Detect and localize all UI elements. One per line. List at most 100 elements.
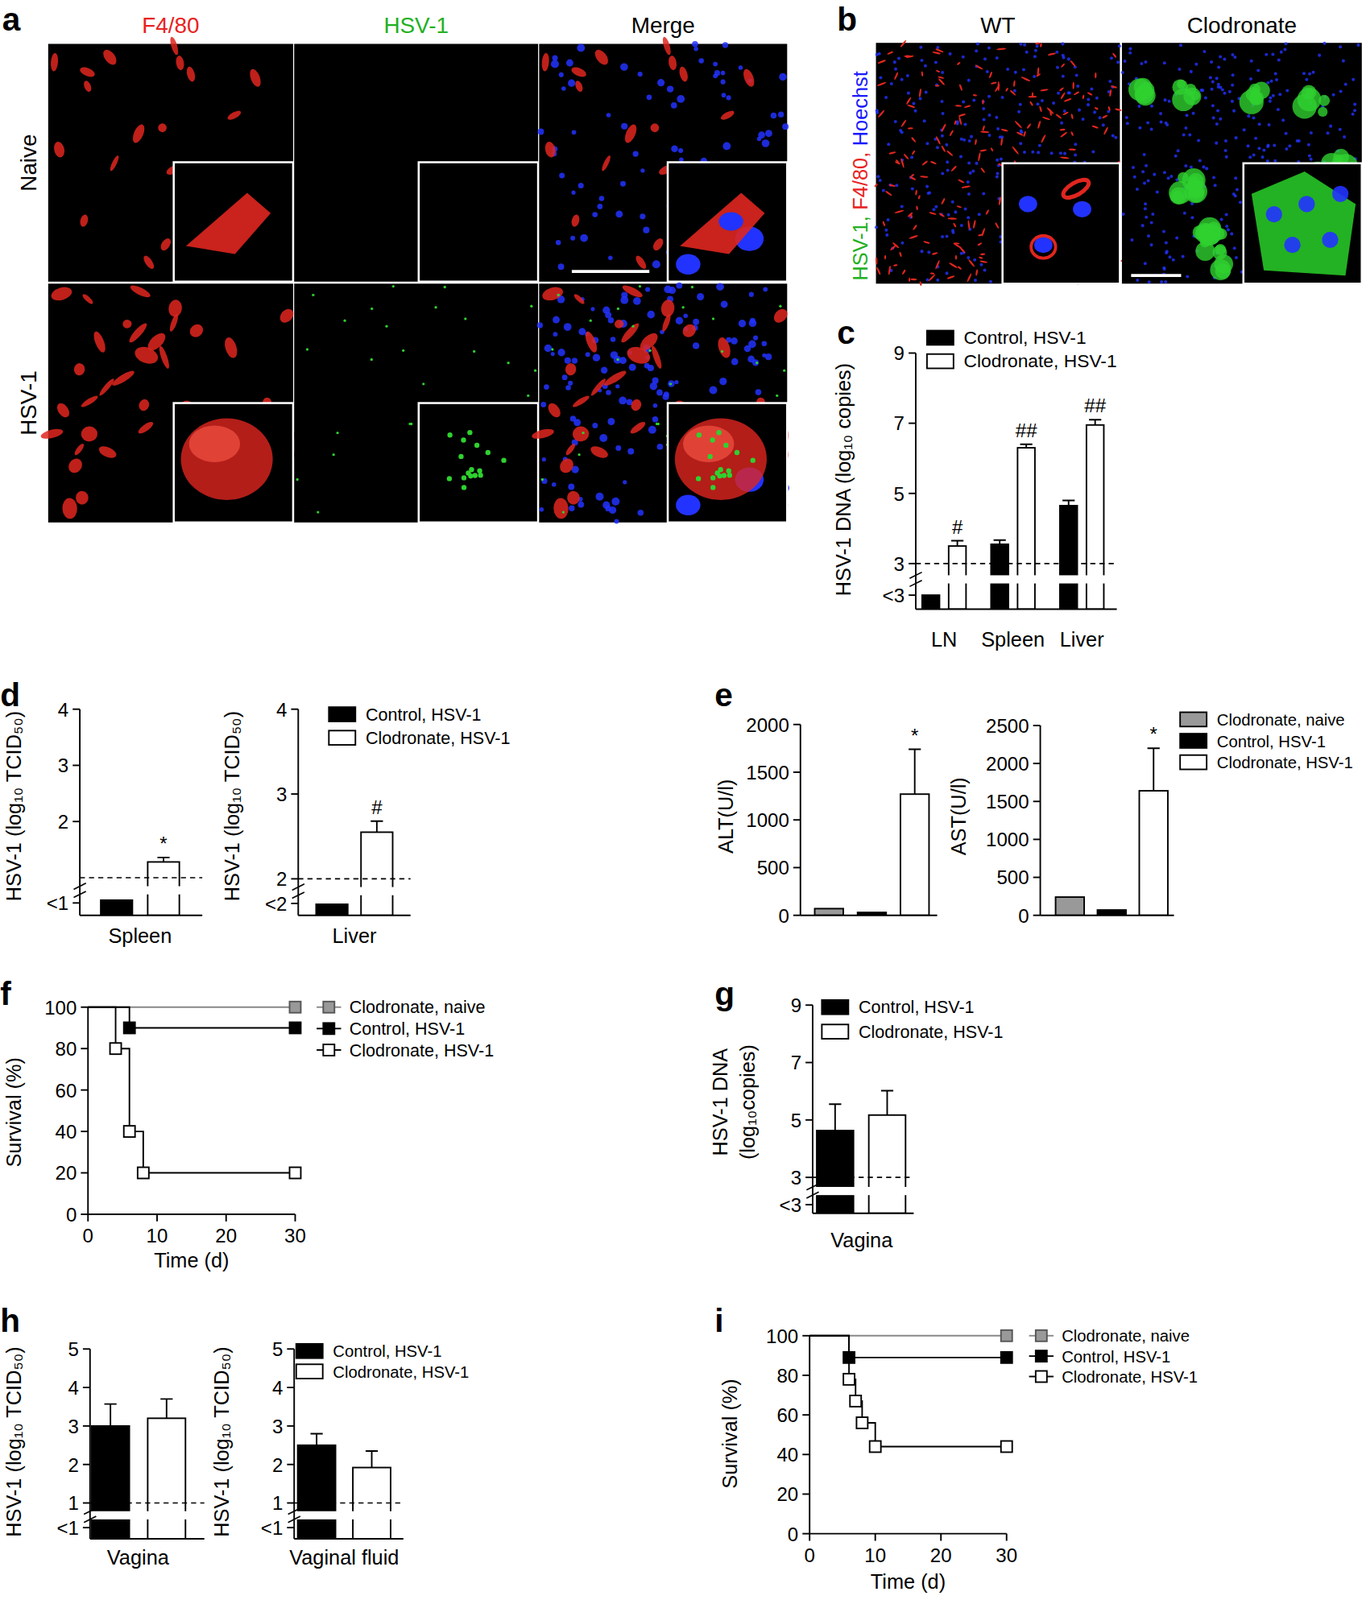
nucleus [1351, 112, 1355, 116]
nucleus [1230, 83, 1234, 87]
nucleus [1321, 231, 1338, 249]
macrophage [1059, 131, 1069, 138]
macrophage [158, 236, 173, 253]
tick-label: 3 [276, 783, 287, 806]
error-bar [376, 821, 378, 833]
macrophage [591, 47, 611, 68]
inset [1002, 163, 1121, 285]
axis-title: AST(U/l) [947, 777, 970, 856]
nucleus [1095, 96, 1099, 100]
y-tick [80, 1130, 88, 1133]
y-tick [793, 771, 801, 774]
nucleus [1204, 95, 1208, 100]
macrophage [540, 285, 565, 303]
category-label: Liver [332, 924, 377, 948]
y-tick [908, 492, 916, 495]
nucleus [1307, 143, 1311, 147]
tick-label: 3 [57, 754, 69, 777]
macrophage [955, 255, 957, 261]
category-label: Vagina [107, 1546, 170, 1569]
column-title: WT [980, 12, 1015, 38]
macrophage [620, 283, 645, 300]
tick-label: 80 [55, 1038, 78, 1060]
virus-signal [472, 350, 476, 353]
nucleus [1183, 126, 1188, 130]
nucleus [1092, 110, 1097, 114]
macrophage [1037, 120, 1042, 129]
y-tick [72, 708, 80, 711]
nucleus [1235, 187, 1239, 191]
nucleus [1000, 95, 1004, 100]
tick-label: 4 [57, 699, 69, 721]
category-label: Vagina [830, 1229, 894, 1252]
column-title: F4/80 [141, 12, 199, 38]
macrophage [894, 159, 900, 165]
nucleus [906, 74, 910, 78]
virus-signal [1195, 241, 1215, 261]
nucleus [567, 484, 575, 491]
virus-signal [477, 472, 483, 478]
nucleus [1185, 275, 1189, 279]
image-background [538, 283, 787, 523]
nucleus [567, 380, 573, 386]
nucleus [1141, 223, 1145, 228]
macrophage [1093, 106, 1099, 110]
marker [856, 1417, 868, 1429]
nucleus [944, 271, 949, 275]
macrophage [1000, 137, 1004, 146]
legend-label: Clodronate, HSV-1 [349, 1041, 495, 1061]
nucleus [1067, 91, 1071, 95]
virus-signal [778, 305, 782, 308]
nucleus [614, 518, 620, 524]
panel-letter: b [836, 0, 857, 38]
error-bar [834, 1104, 837, 1131]
macrophage [956, 61, 961, 66]
y-tick [805, 1004, 813, 1006]
nucleus [1230, 53, 1234, 57]
micrograph [48, 36, 294, 282]
y-tick [793, 724, 801, 726]
nucleus [599, 434, 608, 443]
micrograph [538, 36, 790, 282]
nucleus [720, 79, 726, 85]
macrophage [990, 81, 998, 85]
nucleus [1142, 182, 1147, 186]
macrophage [888, 151, 896, 155]
x-tick [294, 1214, 297, 1222]
tick-label: 1 [272, 1492, 283, 1515]
macrophage [931, 252, 939, 256]
x-axis [800, 914, 938, 917]
category-label: Liver [1059, 628, 1105, 651]
macrophage [136, 420, 156, 436]
virus-signal [1188, 186, 1205, 203]
nucleus [1279, 50, 1284, 54]
virus-signal [726, 468, 732, 474]
nucleus [749, 292, 754, 298]
scale-bar [1130, 273, 1181, 278]
x-axis [809, 1533, 1007, 1536]
macrophage [97, 376, 116, 398]
macrophage [957, 178, 965, 184]
nucleus [1159, 120, 1164, 125]
virus-signal [721, 472, 727, 478]
panel-letter: c [836, 314, 856, 352]
error-bar [165, 1399, 168, 1419]
macrophage [958, 116, 963, 126]
bar [815, 908, 844, 915]
macrophage [1020, 76, 1031, 83]
nucleus [646, 95, 653, 101]
macrophage [49, 285, 75, 303]
nucleus [1126, 121, 1130, 125]
nucleus [1019, 129, 1023, 133]
nucleus [996, 127, 1000, 131]
macrophage [277, 306, 297, 326]
marks [87, 1001, 301, 1180]
macrophage [1114, 107, 1122, 112]
macrophage [917, 194, 921, 200]
nucleus [1246, 144, 1251, 148]
nucleus [1338, 45, 1342, 49]
line-chart: 0204060801000102030Time (d)Survival (%)C… [718, 1325, 1198, 1594]
macrophage [62, 497, 78, 520]
nucleus [1025, 50, 1029, 54]
nucleus [1063, 152, 1067, 156]
